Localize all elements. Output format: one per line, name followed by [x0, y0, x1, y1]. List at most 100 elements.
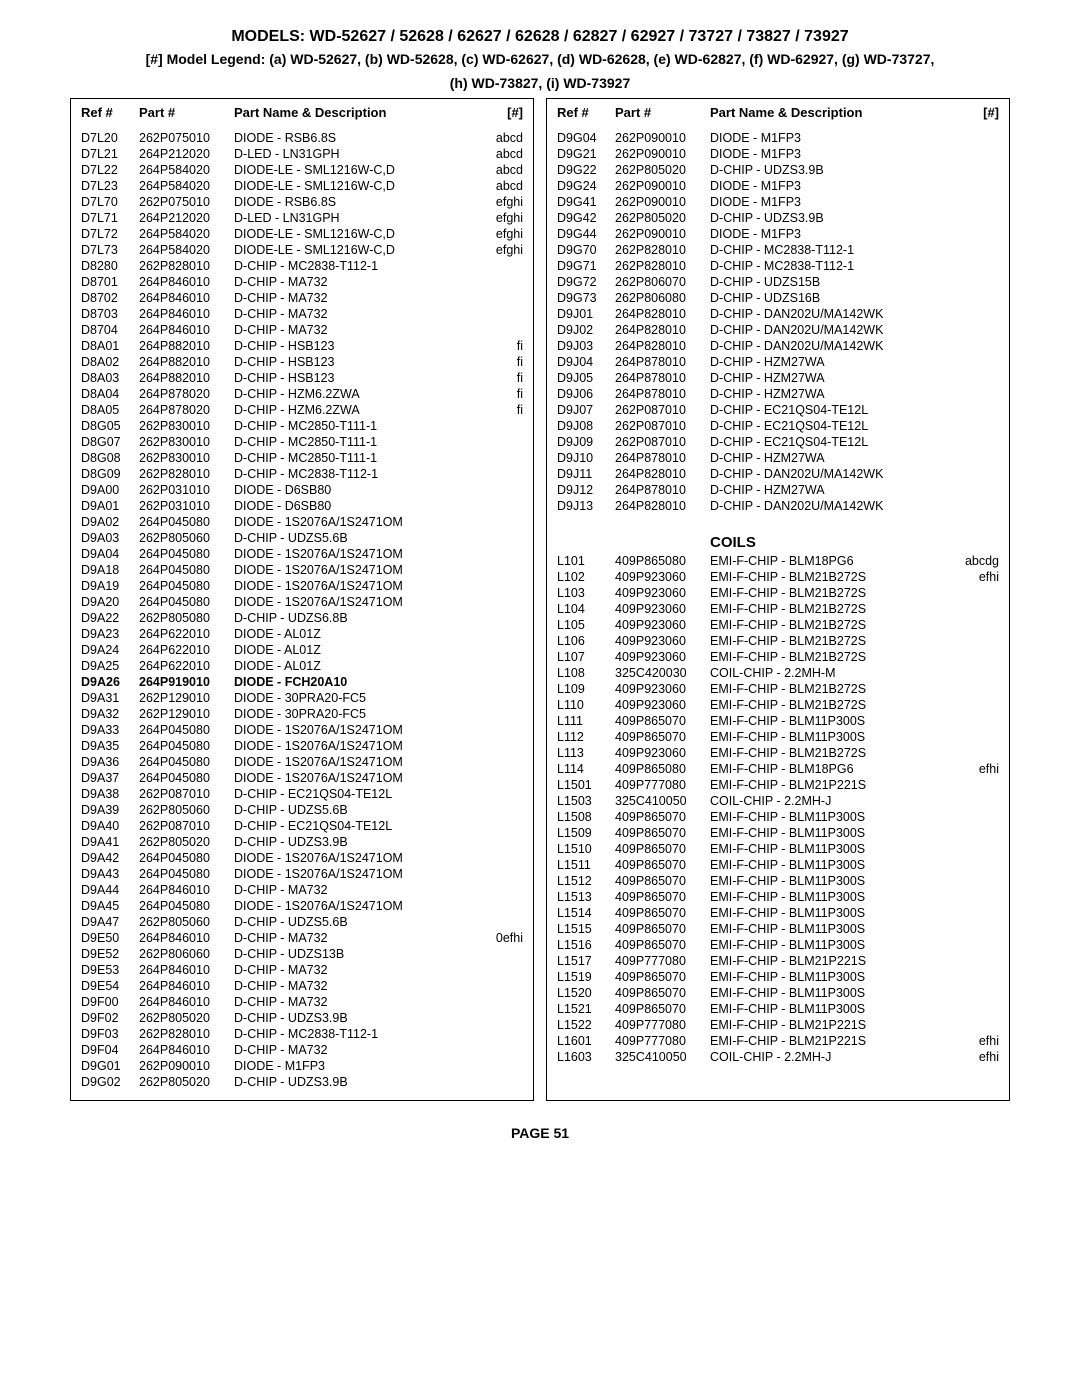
table-row: L107409P923060EMI-F-CHIP - BLM21B272S: [557, 649, 999, 665]
cell-desc: D-CHIP - MC2850-T111-1: [234, 418, 473, 434]
cell-part: 262P087010: [615, 434, 710, 450]
cell-part: 264P045080: [139, 594, 234, 610]
cell-part: 262P075010: [139, 130, 234, 146]
cell-hash: [949, 290, 999, 306]
cell-ref: L1512: [557, 873, 615, 889]
cell-part: 264P622010: [139, 626, 234, 642]
cell-ref: L1516: [557, 937, 615, 953]
left-header: Ref # Part # Part Name & Description [#]: [81, 105, 523, 130]
cell-hash: [949, 146, 999, 162]
cell-ref: L1508: [557, 809, 615, 825]
cell-hash: [473, 626, 523, 642]
cell-desc: D-CHIP - EC21QS04-TE12L: [710, 434, 949, 450]
cell-part: 409P865070: [615, 985, 710, 1001]
cell-part: 264P919010: [139, 674, 234, 690]
table-row: D9A40262P087010D-CHIP - EC21QS04-TE12L: [81, 818, 523, 834]
header-hash: [#]: [473, 105, 523, 120]
cell-ref: L1510: [557, 841, 615, 857]
cell-part: 262P830010: [139, 450, 234, 466]
cell-desc: D-CHIP - MC2838-T112-1: [234, 1026, 473, 1042]
cell-hash: [473, 482, 523, 498]
cell-part: 264P878020: [139, 402, 234, 418]
cell-hash: [949, 1017, 999, 1033]
table-row: L1509409P865070EMI-F-CHIP - BLM11P300S: [557, 825, 999, 841]
cell-hash: [473, 434, 523, 450]
cell-ref: D8G05: [81, 418, 139, 434]
cell-hash: abcd: [473, 130, 523, 146]
cell-hash: [949, 418, 999, 434]
cell-part: 264P045080: [139, 562, 234, 578]
table-row: D8701264P846010D-CHIP - MA732: [81, 274, 523, 290]
table-row: L1519409P865070EMI-F-CHIP - BLM11P300S: [557, 969, 999, 985]
cell-desc: DIODE - AL01Z: [234, 658, 473, 674]
cell-hash: [473, 834, 523, 850]
table-row: D8702264P846010D-CHIP - MA732: [81, 290, 523, 306]
table-row: D9G02262P805020D-CHIP - UDZS3.9B: [81, 1074, 523, 1090]
cell-desc: D-CHIP - DAN202U/MA142WK: [710, 322, 949, 338]
cell-ref: D9A03: [81, 530, 139, 546]
cell-ref: D9A02: [81, 514, 139, 530]
cell-ref: D7L23: [81, 178, 139, 194]
cell-hash: fi: [473, 402, 523, 418]
cell-ref: D9A19: [81, 578, 139, 594]
cell-part: 262P805020: [615, 162, 710, 178]
table-row: L110409P923060EMI-F-CHIP - BLM21B272S: [557, 697, 999, 713]
cell-hash: [949, 809, 999, 825]
cell-hash: [473, 850, 523, 866]
model-legend-2: (h) WD-73827, (i) WD-73927: [70, 74, 1010, 92]
cell-hash: [949, 873, 999, 889]
cell-ref: D9J02: [557, 322, 615, 338]
cell-desc: D-CHIP - HZM27WA: [710, 482, 949, 498]
cell-hash: [949, 841, 999, 857]
cell-part: 262P828010: [139, 258, 234, 274]
cell-part: 262P830010: [139, 418, 234, 434]
cell-hash: efghi: [473, 210, 523, 226]
cell-desc: COIL-CHIP - 2.2MH-M: [710, 665, 949, 681]
table-row: D8A04264P878020D-CHIP - HZM6.2ZWAfi: [81, 386, 523, 402]
table-row: D8G05262P830010D-CHIP - MC2850-T111-1: [81, 418, 523, 434]
cell-desc: EMI-F-CHIP - BLM18PG6: [710, 761, 949, 777]
cell-desc: D-CHIP - HSB123: [234, 370, 473, 386]
cell-desc: DIODE-LE - SML1216W-C,D: [234, 242, 473, 258]
table-row: D7L21264P212020D-LED - LN31GPHabcd: [81, 146, 523, 162]
cell-ref: D9A18: [81, 562, 139, 578]
cell-ref: D8A02: [81, 354, 139, 370]
cell-desc: D-CHIP - UDZS3.9B: [234, 1074, 473, 1090]
cell-ref: D9E52: [81, 946, 139, 962]
table-row: D9G73262P806080D-CHIP - UDZS16B: [557, 290, 999, 306]
table-row: D9F04264P846010D-CHIP - MA732: [81, 1042, 523, 1058]
table-row: L1515409P865070EMI-F-CHIP - BLM11P300S: [557, 921, 999, 937]
cell-ref: D8703: [81, 306, 139, 322]
cell-desc: D-CHIP - UDZS13B: [234, 946, 473, 962]
cell-part: 409P865070: [615, 729, 710, 745]
cell-part: 325C410050: [615, 793, 710, 809]
table-row: L1510409P865070EMI-F-CHIP - BLM11P300S: [557, 841, 999, 857]
cell-hash: fi: [473, 338, 523, 354]
cell-hash: [473, 738, 523, 754]
cell-hash: [473, 530, 523, 546]
cell-part: 262P087010: [615, 418, 710, 434]
cell-ref: D9G01: [81, 1058, 139, 1074]
cell-ref: D9A20: [81, 594, 139, 610]
cell-ref: L1514: [557, 905, 615, 921]
cell-part: 409P865070: [615, 905, 710, 921]
cell-hash: [949, 665, 999, 681]
cell-desc: DIODE - 1S2076A/1S2471OM: [234, 754, 473, 770]
cell-desc: DIODE - 1S2076A/1S2471OM: [234, 866, 473, 882]
table-row: L1517409P777080EMI-F-CHIP - BLM21P221S: [557, 953, 999, 969]
cell-ref: D8G07: [81, 434, 139, 450]
cell-desc: D-CHIP - EC21QS04-TE12L: [710, 418, 949, 434]
table-row: L1522409P777080EMI-F-CHIP - BLM21P221S: [557, 1017, 999, 1033]
cell-ref: D9A42: [81, 850, 139, 866]
cell-part: 409P923060: [615, 617, 710, 633]
cell-hash: efhi: [949, 1049, 999, 1065]
cell-part: 262P075010: [139, 194, 234, 210]
cell-ref: D7L21: [81, 146, 139, 162]
table-row: D9G71262P828010D-CHIP - MC2838-T112-1: [557, 258, 999, 274]
cell-desc: D-CHIP - UDZS5.6B: [234, 802, 473, 818]
cell-hash: [473, 770, 523, 786]
header-desc: Part Name & Description: [710, 105, 949, 120]
cell-hash: [949, 713, 999, 729]
cell-ref: D9A38: [81, 786, 139, 802]
cell-hash: [949, 274, 999, 290]
